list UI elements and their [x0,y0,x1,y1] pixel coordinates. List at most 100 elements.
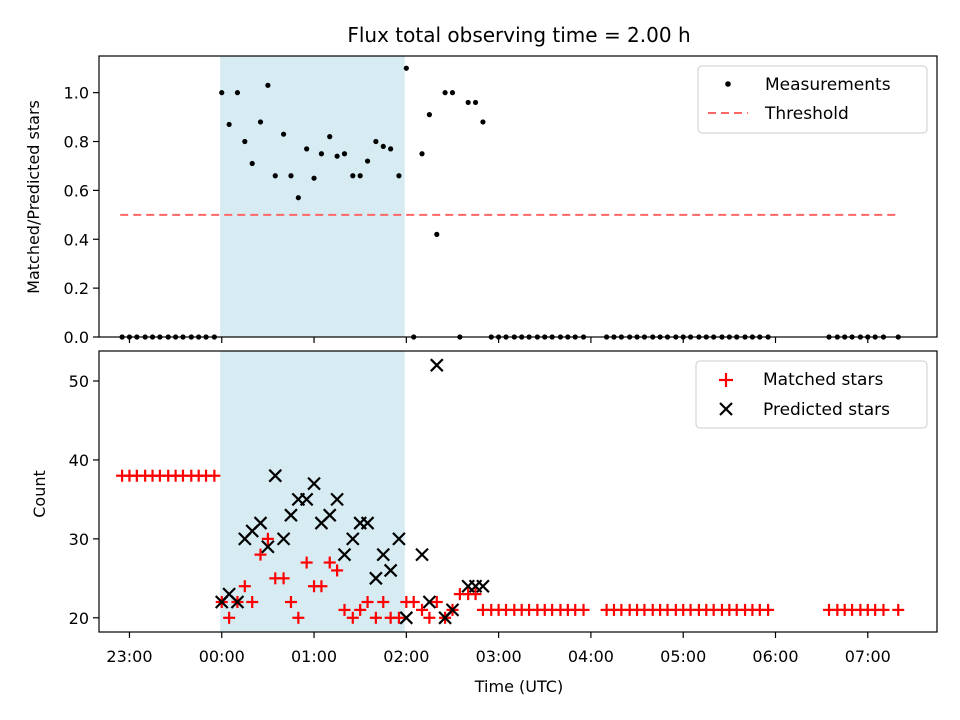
predicted-star-point [284,508,298,522]
measurement-point [442,90,448,96]
measurement-point [419,151,425,157]
measurement-point [257,119,264,125]
x-tick-label: 07:00 [845,647,891,666]
legend-measurements-marker [725,81,731,87]
top-y-axis-label: Matched/Predicted stars [24,100,43,294]
matched-star-point [392,611,405,624]
matched-star-point [469,588,482,601]
shaded-observing-window [220,351,405,632]
bottom-legend: Matched stars Predicted stars [695,360,928,429]
predicted-star-point [376,547,391,562]
matched-star-point [338,603,351,616]
bottom-axes-frame [98,350,938,633]
top-y-axis-ticks: 0.0 0.2 0.4 0.6 0.8 1.0 [64,84,99,347]
legend-threshold-label: Threshold [764,104,849,124]
matched-star-point [892,603,905,616]
measurement-point [288,173,294,179]
matched-star-point [208,469,221,482]
measurement-point [242,138,248,145]
bottom-shaded-region [220,351,405,632]
shaded-observing-window [220,56,405,337]
measurement-point [465,99,471,106]
matched-star-point [354,603,367,616]
y-tick-label: 0.4 [64,230,89,249]
predicted-star-point [360,516,375,530]
matched-star-point [331,564,344,577]
measurement-point [334,153,340,159]
matched-star-point [284,596,297,609]
measurement-point [272,173,278,179]
x-tick-label: 04:00 [568,647,614,666]
measurement-point [280,131,287,137]
measurement-point [357,173,363,179]
matched-star-point [246,596,259,609]
matched-star-point [346,611,359,624]
predicted-stars-points [214,358,490,625]
matched-star-point [261,532,274,545]
measurement-point [226,121,232,128]
predicted-star-point [299,492,314,507]
matched-star-point [430,596,443,609]
matched-star-point [254,548,267,561]
predicted-star-point [276,532,291,546]
legend-matched-label: Matched stars [763,370,883,390]
y-tick-label: 0.0 [64,328,89,347]
top-panel: 0.0 0.2 0.4 0.6 0.8 1.0 Matched/Predicted sta… [24,55,938,347]
x-tick-label: 05:00 [660,647,706,666]
matched-star-point [361,596,374,609]
measurement-point [426,112,433,118]
legend-predicted-marker [719,402,733,416]
legend-matched-marker [719,373,733,387]
y-tick-label: 30 [69,530,89,549]
matched-star-point [577,603,590,616]
measurement-point [249,160,255,167]
top-x-axis-ticks [128,337,869,343]
predicted-star-point [383,563,398,578]
bottom-panel: 20 30 40 50 23:00 00:00 01:00 02:00 03:00 04:00 0… [30,350,938,696]
matched-star-point [300,556,313,569]
measurement-point [434,231,440,237]
legend-measurements-label: Measurements [765,75,891,95]
predicted-star-point [476,579,490,593]
measurement-point [219,90,225,96]
matched-star-point [223,611,236,624]
matched-star-point [292,611,305,624]
matched-star-point [315,580,328,593]
matched-star-point [416,603,429,616]
predicted-star-point [346,532,360,546]
matched-star-point [369,611,382,624]
predicted-star-point [399,611,414,625]
y-tick-label: 0.8 [64,133,89,152]
measurement-point [403,65,409,71]
measurement-point [396,173,402,179]
y-tick-label: 40 [69,451,89,470]
y-tick-label: 20 [69,609,89,628]
top-shaded-region [220,56,405,337]
measurement-point [327,134,333,140]
measurement-point [234,90,241,96]
x-tick-label: 01:00 [291,647,337,666]
x-tick-label: 00:00 [199,647,245,666]
matched-star-point [877,603,890,616]
matched-star-point [407,596,420,609]
matched-star-point [323,556,336,569]
measurement-point [364,158,371,164]
matched-star-point [277,572,290,585]
x-tick-label: 06:00 [752,647,798,666]
measurement-point [388,146,394,152]
measurement-point [373,138,379,145]
predicted-star-point [445,603,460,617]
bottom-y-axis-ticks: 20 30 40 50 [69,372,99,628]
measurement-point [304,146,310,152]
measurement-point [265,82,271,88]
predicted-star-point [253,516,268,530]
predicted-star-point [307,476,321,491]
predicted-star-point [369,571,383,586]
measurement-point [350,173,356,179]
predicted-star-point [415,547,429,562]
bottom-x-axis-ticks: 23:00 00:00 01:00 02:00 03:00 04:00 05:00 06:00… [106,632,891,666]
x-axis-label: Time (UTC) [474,677,563,696]
measurement-point [295,195,301,201]
measurement-point [311,175,317,181]
